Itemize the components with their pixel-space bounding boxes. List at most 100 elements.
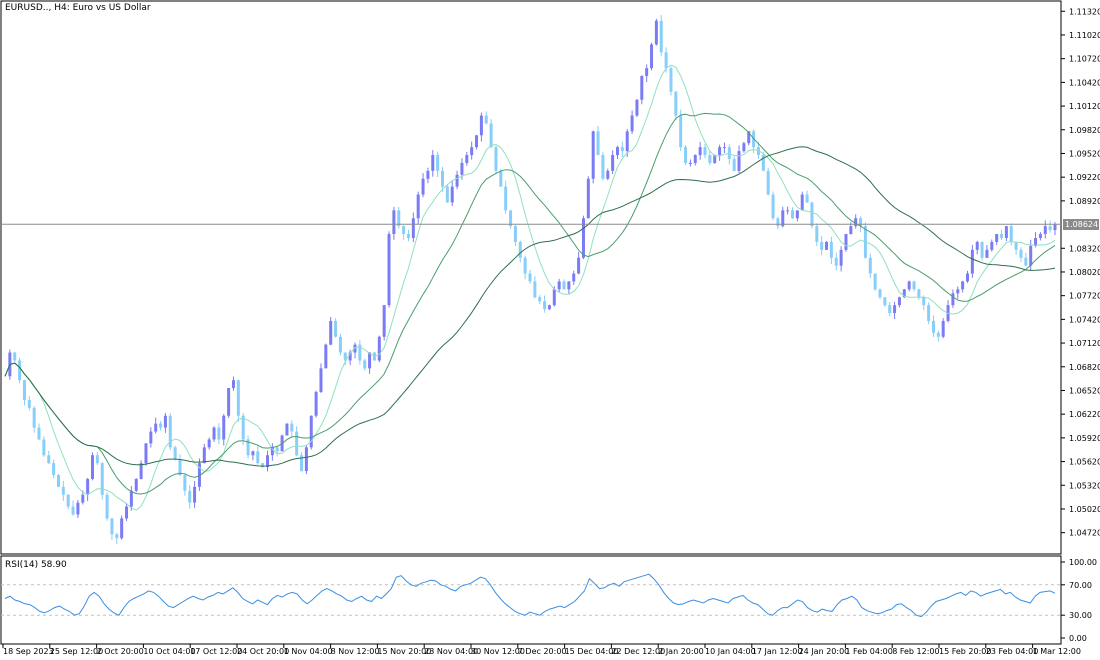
candle-body bbox=[961, 281, 965, 290]
candle-body bbox=[18, 360, 22, 381]
candle-body bbox=[222, 415, 226, 440]
main-pane-frame bbox=[0, 0, 1062, 555]
candle-body bbox=[314, 392, 318, 416]
candle-body bbox=[163, 415, 167, 428]
candle-body bbox=[888, 305, 892, 314]
price-axis-label: 1.05320 bbox=[1069, 481, 1100, 490]
time-axis-label: 15 Nov 20:00 bbox=[377, 647, 431, 656]
candle-body bbox=[523, 257, 527, 274]
candle-body bbox=[533, 281, 537, 298]
candle-body bbox=[922, 297, 926, 306]
candle-body bbox=[71, 506, 75, 515]
candle-body bbox=[786, 210, 790, 212]
price-axis-label: 1.06820 bbox=[1069, 363, 1100, 372]
candle-body bbox=[246, 439, 250, 456]
candle-body bbox=[956, 289, 960, 294]
candle-body bbox=[178, 459, 182, 475]
candle-body bbox=[202, 447, 206, 464]
candle-body bbox=[1009, 226, 1013, 242]
candle-body bbox=[295, 431, 299, 456]
time-axis-label: 17 Oct 12:00 bbox=[190, 647, 242, 656]
candle-body bbox=[586, 178, 590, 219]
candle-body bbox=[567, 281, 571, 290]
time-axis-label: 1 Mar 12:00 bbox=[1033, 647, 1081, 656]
candle-body bbox=[630, 115, 634, 132]
candle-body bbox=[635, 99, 639, 116]
candle-body bbox=[693, 155, 697, 163]
candle-body bbox=[941, 320, 945, 337]
candle-body bbox=[197, 463, 201, 487]
candle-body bbox=[873, 273, 877, 290]
candle-body bbox=[820, 241, 824, 250]
rsi-line bbox=[4, 573, 1056, 618]
candle-body bbox=[465, 155, 469, 163]
candle-body bbox=[304, 447, 308, 472]
time-axis-label: 22 Dec 12:00 bbox=[611, 647, 665, 656]
candle-body bbox=[703, 147, 707, 156]
candle-body bbox=[883, 297, 887, 306]
candle-body bbox=[620, 147, 624, 152]
candle-body bbox=[154, 423, 158, 432]
candle-body bbox=[868, 257, 872, 274]
candle-body bbox=[363, 360, 367, 369]
price-axis-label: 1.07120 bbox=[1069, 339, 1100, 348]
price-axis-label: 1.08320 bbox=[1069, 244, 1100, 253]
candle-body bbox=[557, 281, 561, 290]
candle-body bbox=[601, 155, 605, 179]
time-axis-label: 18 Sep 2023 bbox=[3, 647, 54, 656]
candle-body bbox=[718, 147, 722, 156]
candle-body bbox=[504, 186, 508, 211]
price-axis-label: 1.05920 bbox=[1069, 434, 1100, 443]
candle-body bbox=[241, 415, 245, 440]
candle-body bbox=[742, 143, 746, 152]
candle-body bbox=[669, 68, 673, 92]
candle-body bbox=[382, 305, 386, 337]
candle-body bbox=[139, 463, 143, 479]
candle-body bbox=[547, 305, 551, 310]
candle-body bbox=[52, 463, 56, 475]
candle-body bbox=[825, 241, 829, 250]
candle-body bbox=[32, 407, 36, 428]
candle-body bbox=[1019, 249, 1023, 258]
candle-body bbox=[358, 344, 362, 361]
candle-body bbox=[708, 155, 712, 163]
candle-body bbox=[980, 241, 984, 258]
candle-body bbox=[907, 281, 911, 290]
candle-body bbox=[625, 131, 629, 152]
candle-body bbox=[791, 210, 794, 219]
candle-body bbox=[275, 447, 279, 452]
candle-body bbox=[776, 218, 780, 227]
candle-body bbox=[970, 249, 974, 274]
candle-body bbox=[159, 423, 163, 428]
candle-body bbox=[722, 147, 726, 149]
candle-body bbox=[22, 380, 26, 400]
candle-body bbox=[577, 257, 581, 274]
price-axis-label: 1.10120 bbox=[1069, 102, 1100, 111]
candle-body bbox=[985, 249, 989, 258]
candle-body bbox=[270, 447, 274, 456]
candle-body bbox=[455, 174, 459, 187]
candle-body bbox=[528, 273, 532, 282]
time-axis-label: 8 Nov 12:00 bbox=[331, 647, 380, 656]
candle-body bbox=[679, 115, 683, 148]
candle-body bbox=[261, 463, 265, 468]
candle-body bbox=[616, 147, 619, 156]
candle-body bbox=[188, 490, 192, 503]
candle-body bbox=[266, 455, 269, 468]
price-axis-label: 1.04720 bbox=[1069, 529, 1100, 538]
candle-body bbox=[975, 241, 979, 250]
candle-body bbox=[91, 455, 94, 479]
price-axis-label: 1.06520 bbox=[1069, 386, 1100, 395]
candle-body bbox=[513, 226, 517, 242]
time-axis-label: 24 Oct 20:00 bbox=[237, 647, 289, 656]
candle-body bbox=[47, 455, 51, 464]
candle-body bbox=[309, 415, 313, 448]
time-axis-label: 23 Nov 04:00 bbox=[424, 647, 478, 656]
candle-body bbox=[936, 332, 940, 337]
time-axis-label: 7 Dec 20:00 bbox=[518, 647, 567, 656]
candle-body bbox=[509, 210, 513, 227]
candle-body bbox=[766, 170, 770, 195]
time-axis-label: 17 Jan 12:00 bbox=[752, 647, 803, 656]
